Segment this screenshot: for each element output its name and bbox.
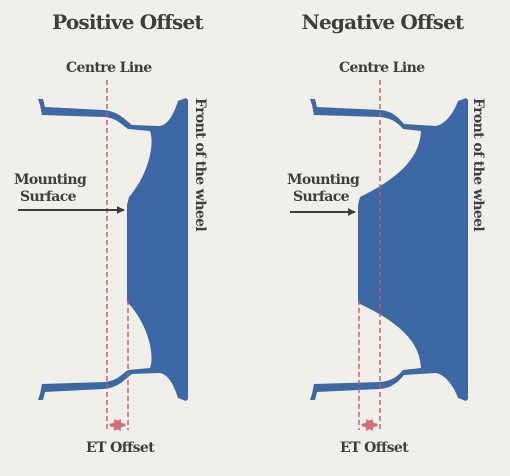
negative-offset-wheel-profile [310,98,468,401]
positive-et-offset-label: ET Offset [86,440,155,456]
negative-front-of-wheel-label: Front of the wheel [470,98,486,232]
positive-centre-line-label: Centre Line [66,60,152,76]
negative-mounting-surface-label: Mounting Surface [287,172,360,206]
positive-front-of-wheel-label: Front of the wheel [192,98,208,232]
positive-mounting-surface-label: Mounting Surface [14,172,87,206]
negative-centre-line-label: Centre Line [339,60,425,76]
positive-offset-title: Positive Offset [52,10,204,34]
positive-mounting-label-line2: Surface [20,189,77,205]
negative-mounting-label-line2: Surface [293,189,350,205]
negative-offset-title: Negative Offset [301,10,465,34]
negative-mounting-label-line1: Mounting [287,172,360,188]
positive-offset-wheel-profile [38,98,188,401]
positive-mounting-label-line1: Mounting [14,172,87,188]
negative-et-offset-label: ET Offset [340,440,409,456]
